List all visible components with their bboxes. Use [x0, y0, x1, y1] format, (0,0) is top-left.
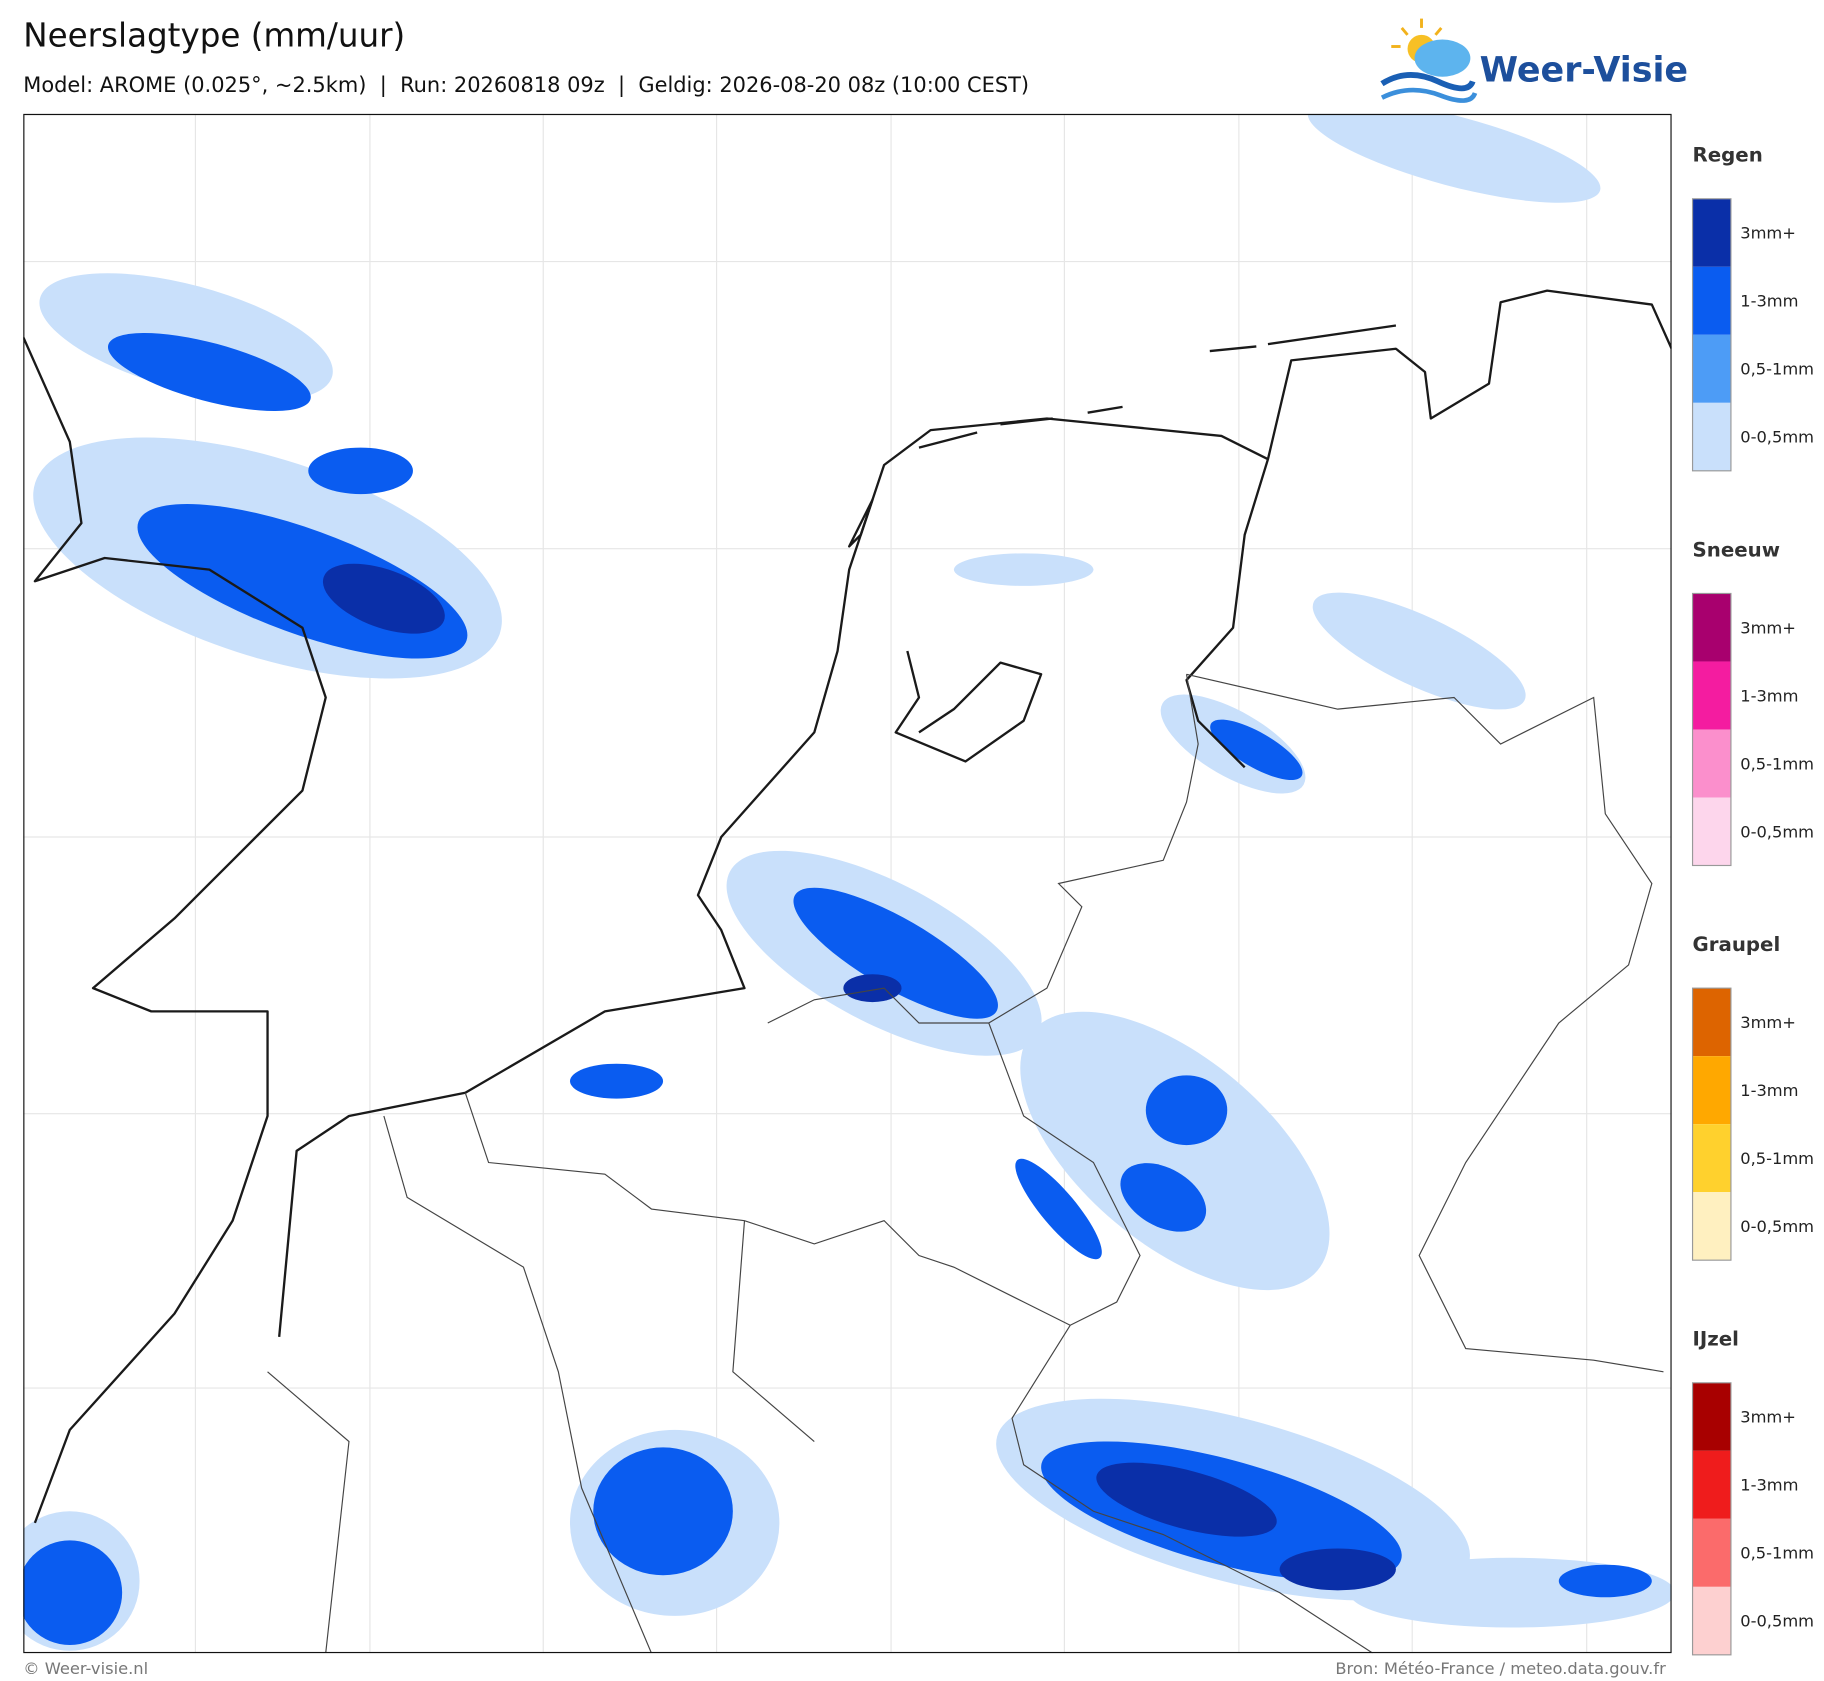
legend-box: [1691, 592, 1732, 867]
legend-swatch: [1692, 661, 1731, 730]
legend-label: 1-3mm: [1740, 292, 1798, 311]
legend-title: Sneeuw: [1693, 538, 1780, 561]
legend-label: 0-0,5mm: [1740, 428, 1814, 447]
legend-box: [1691, 198, 1732, 472]
logo-wave: [1380, 72, 1476, 92]
legend-swatch: [1692, 988, 1731, 1057]
legend-label: 1-3mm: [1740, 1476, 1798, 1495]
precipitation: [23, 113, 1672, 1651]
coastline: [23, 289, 1672, 1524]
footer-source: Bron: Météo-France / meteo.data.gouv.fr: [1335, 1659, 1666, 1678]
legend-swatch: [1692, 1382, 1731, 1451]
legend-label: 0-0,5mm: [1740, 1612, 1814, 1631]
legend-swatch: [1692, 797, 1731, 866]
legend-label: 0,5-1mm: [1740, 754, 1814, 773]
legend-label: 0,5-1mm: [1740, 1149, 1814, 1168]
legend-swatch: [1692, 266, 1731, 335]
legend-label: 3mm+: [1740, 224, 1796, 243]
map: [23, 113, 1672, 1654]
logo-cloud: [1414, 39, 1471, 77]
legend-swatch: [1692, 1124, 1731, 1193]
legend-label: 0,5-1mm: [1740, 360, 1814, 379]
legend-label: 3mm+: [1740, 1013, 1796, 1032]
legend-swatch: [1692, 402, 1731, 471]
legend-label: 0-0,5mm: [1740, 822, 1814, 841]
logo-text: Weer-Visie: [1480, 50, 1688, 90]
legend-swatch: [1692, 1586, 1731, 1655]
logo-sun-rays: [1391, 18, 1443, 48]
legend-title: IJzel: [1693, 1328, 1739, 1351]
title: Neerslagtype (mm/uur): [23, 17, 405, 55]
legend-label: 3mm+: [1740, 1408, 1796, 1427]
legend-label: 0,5-1mm: [1740, 1544, 1814, 1563]
legend-box: [1691, 1382, 1732, 1656]
legend-label: 0-0,5mm: [1740, 1217, 1814, 1236]
logo: Weer-Visie: [1380, 18, 1688, 103]
legend-title: Regen: [1693, 144, 1763, 167]
borders: [267, 673, 1664, 1654]
legend-title: Graupel: [1693, 933, 1781, 956]
legend: Regen 3mm+ 1-3mm 0,5-1mm 0-0,5mm Sneeuw 3mm+ 1-…: [1691, 144, 1814, 1656]
legend-label: 3mm+: [1740, 618, 1796, 637]
legend-swatch: [1692, 198, 1731, 267]
legend-swatch: [1692, 1518, 1731, 1587]
subtitle: Model: AROME (0.025°, ~2.5km) | Run: 202…: [23, 73, 1029, 98]
legend-label: 1-3mm: [1740, 686, 1798, 705]
legend-swatch: [1692, 593, 1731, 662]
logo-wave: [1380, 87, 1478, 103]
legend-swatch: [1692, 729, 1731, 798]
legend-swatch: [1692, 1056, 1731, 1125]
footer-credit: © Weer-visie.nl: [23, 1659, 148, 1678]
legend-swatch: [1692, 1192, 1731, 1261]
legend-box: [1691, 987, 1732, 1261]
graticule: [23, 113, 1672, 1654]
legend-swatch: [1692, 1450, 1731, 1519]
legend-swatch: [1692, 334, 1731, 403]
legend-label: 1-3mm: [1740, 1081, 1798, 1100]
